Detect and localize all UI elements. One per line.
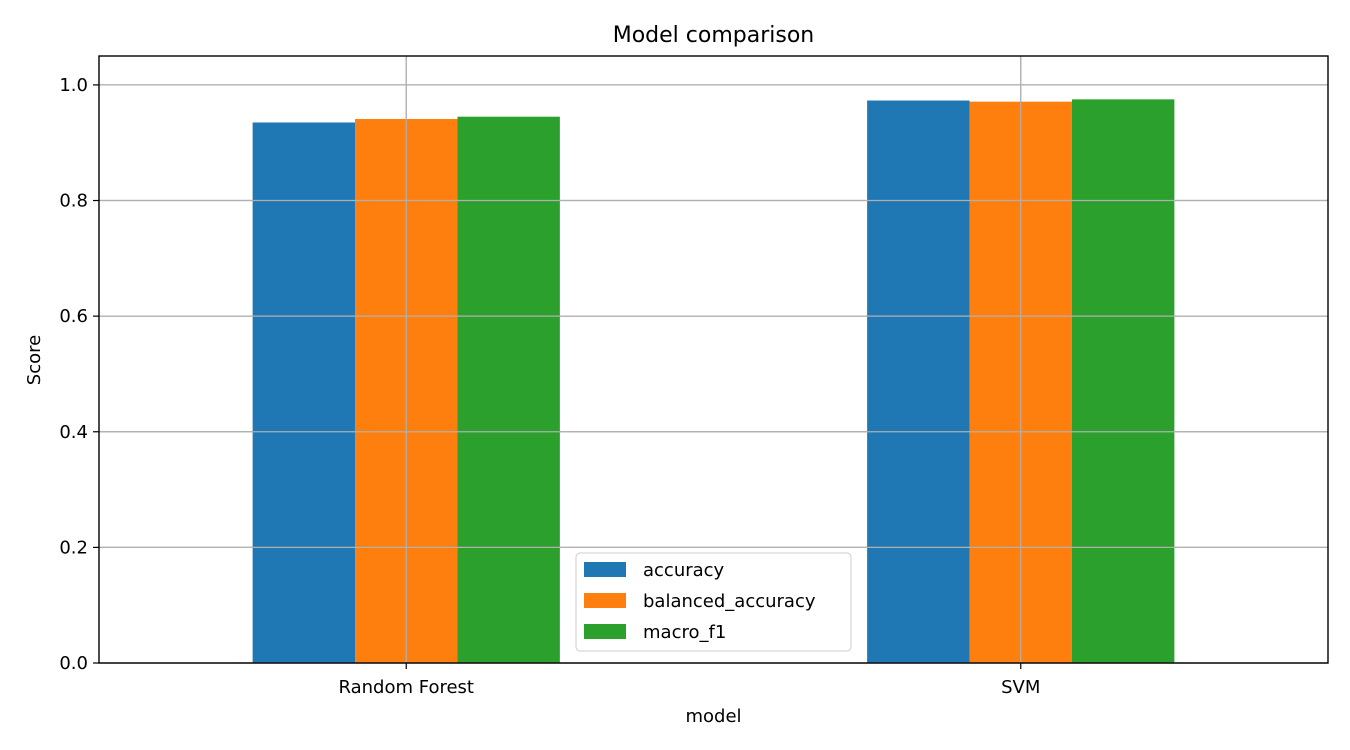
y-tick-label: 0.2 <box>59 537 88 558</box>
y-tick-label: 0.8 <box>59 191 88 212</box>
x-tick-label: Random Forest <box>339 677 474 698</box>
y-tick-label: 1.0 <box>59 75 88 96</box>
bar-macro_f1-1 <box>1071 99 1175 664</box>
legend: accuracy balanced_accuracy macro_f1 <box>575 552 852 652</box>
plot-frame <box>98 55 1329 664</box>
legend-box <box>575 552 852 652</box>
bar-accuracy-1 <box>867 100 970 664</box>
bar-macro_f1-0 <box>457 116 560 663</box>
legend-swatch-macro_f1 <box>584 624 626 639</box>
axis-ticks: 0.0 0.2 0.4 0.6 0.8 1.0 Random Forest SVM <box>59 75 1040 698</box>
y-tick-label: 0.0 <box>59 653 88 674</box>
legend-swatch-accuracy <box>584 562 626 577</box>
legend-label-balanced_accuracy: balanced_accuracy <box>643 591 816 612</box>
x-axis-label: model <box>685 706 741 727</box>
chart-title: Model comparison <box>613 23 815 48</box>
legend-label-accuracy: accuracy <box>643 560 725 581</box>
legend-swatch-balanced_accuracy <box>584 593 626 608</box>
y-axis-label: Score <box>24 335 45 385</box>
y-tick-label: 0.4 <box>59 422 88 443</box>
x-tick-label: SVM <box>1001 677 1040 698</box>
bars <box>99 56 1328 664</box>
bar-accuracy-0 <box>252 122 356 663</box>
y-tick-label: 0.6 <box>59 306 88 327</box>
legend-label-macro_f1: macro_f1 <box>643 622 726 643</box>
